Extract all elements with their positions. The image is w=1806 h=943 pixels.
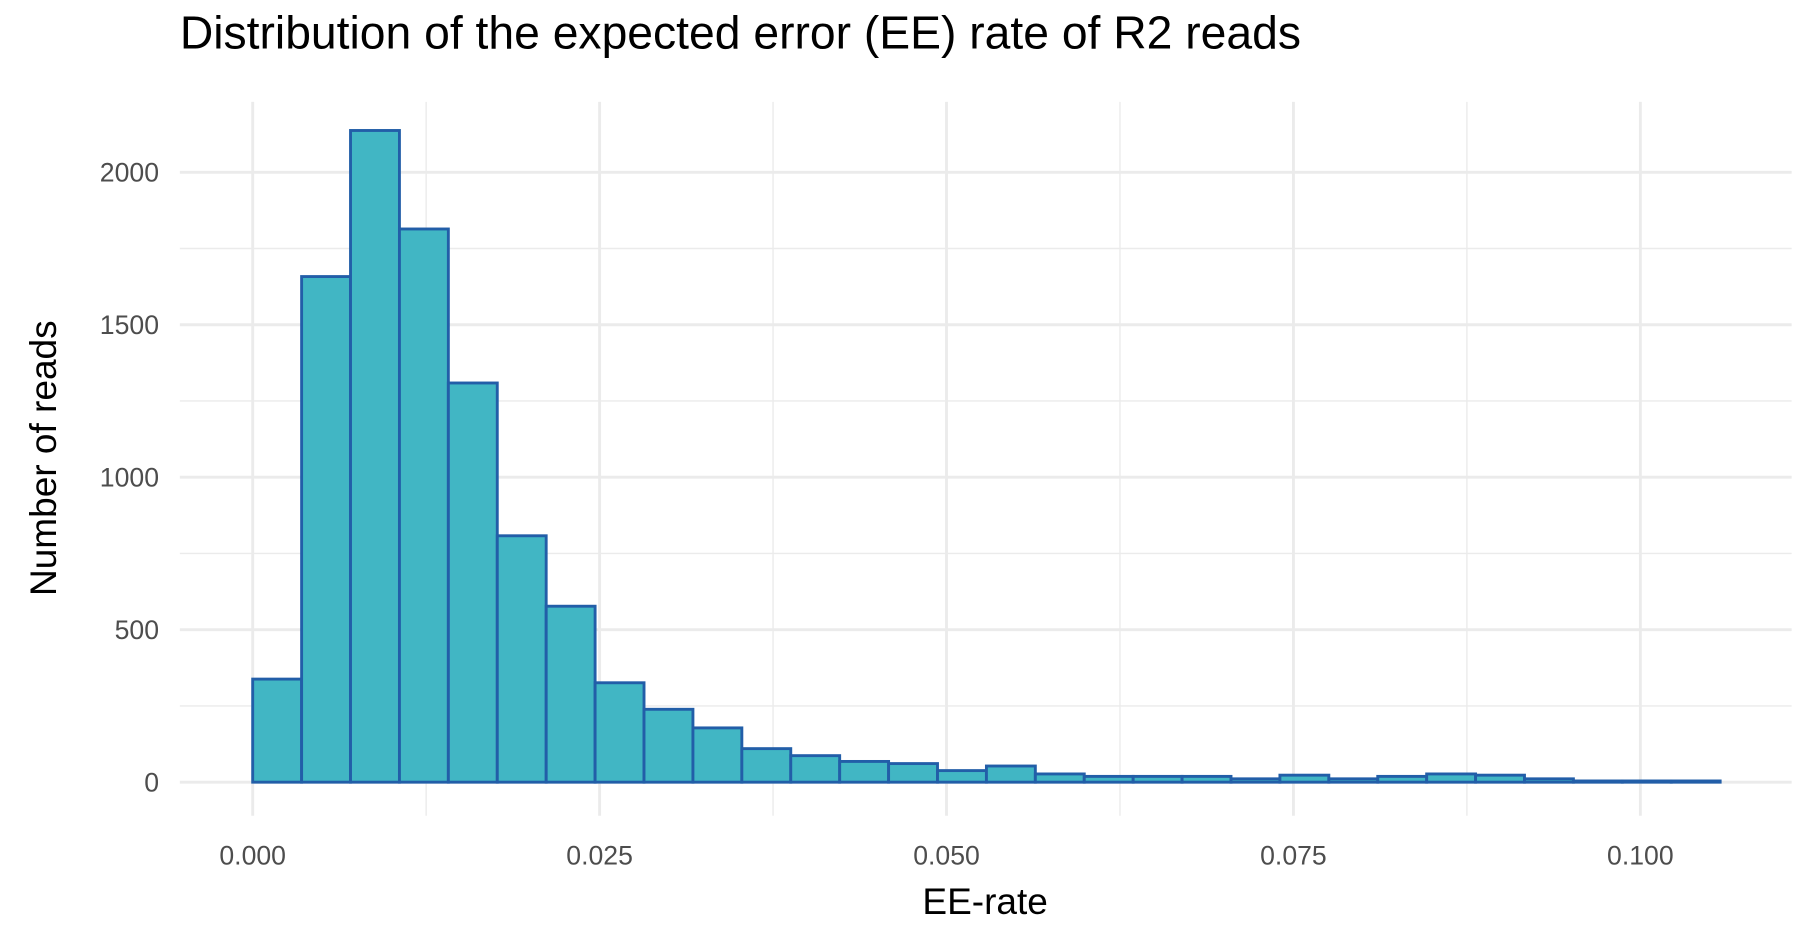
bar: [1571, 779, 1624, 784]
bar: [838, 759, 891, 784]
grid: 0 500 1000 1500 2000 0.000 0.025 0.050 0.075 0.10…: [100, 101, 1792, 870]
x-tick-label: 0.075: [1260, 840, 1327, 870]
y-axis-title: Number of reads: [22, 320, 64, 596]
bar: [251, 677, 304, 784]
bar: [1278, 773, 1331, 784]
y-tick-label: 2000: [100, 158, 159, 188]
bar: [300, 275, 352, 784]
bar: [642, 707, 695, 784]
bar: [544, 604, 597, 784]
bar: [1669, 779, 1722, 784]
bar: [349, 129, 401, 784]
x-tick-label: 0.025: [566, 840, 633, 870]
bar: [1376, 774, 1429, 784]
y-tick-label: 0: [144, 767, 159, 797]
bar: [1180, 774, 1233, 784]
bar: [936, 769, 988, 784]
y-tick-label: 1000: [100, 462, 159, 492]
bar: [1082, 774, 1135, 784]
bar: [1229, 777, 1282, 784]
bar: [1425, 772, 1478, 784]
x-tick-label: 0.100: [1607, 840, 1674, 870]
bar: [1033, 772, 1086, 784]
x-axis-title: EE-rate: [922, 880, 1048, 922]
x-tick-label: 0.000: [219, 840, 286, 870]
bar: [984, 764, 1037, 784]
bar: [593, 681, 646, 784]
bar: [789, 754, 842, 784]
y-tick-label: 500: [115, 615, 159, 645]
bar: [1131, 774, 1184, 784]
y-tick-label: 1500: [100, 310, 159, 340]
bar: [1620, 779, 1673, 784]
bar: [887, 762, 939, 784]
bar: [1474, 773, 1526, 784]
bar: [446, 381, 499, 784]
x-tick-label: 0.050: [913, 840, 980, 870]
chart-title: Distribution of the expected error (EE) …: [180, 7, 1301, 59]
bar: [495, 534, 548, 784]
bar: [740, 747, 793, 784]
bar: [397, 227, 450, 784]
bar: [1327, 777, 1380, 784]
bar: [1523, 777, 1575, 784]
bars: [251, 129, 1722, 784]
bar: [691, 726, 744, 784]
